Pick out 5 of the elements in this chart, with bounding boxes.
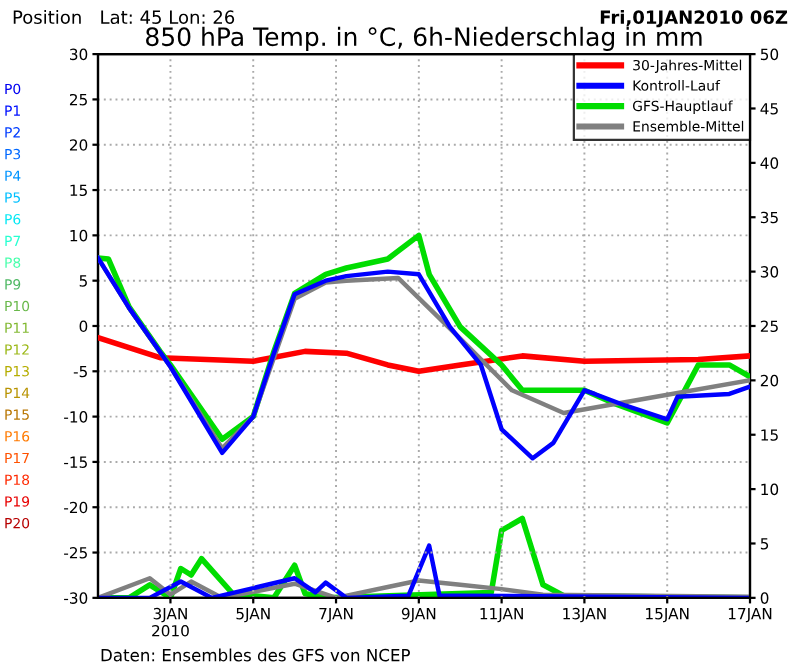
chart-title: 850 hPa Temp. in °C, 6h-Niederschlag in mm [146, 26, 702, 51]
text: Position Lat: 45 Lon: 26 [13, 10, 235, 24]
text: Fri,01JAN2010 06Z [600, 10, 788, 28]
line-series [98, 334, 750, 375]
text: Daten: Ensembles des GFS von NCEP [101, 648, 410, 662]
